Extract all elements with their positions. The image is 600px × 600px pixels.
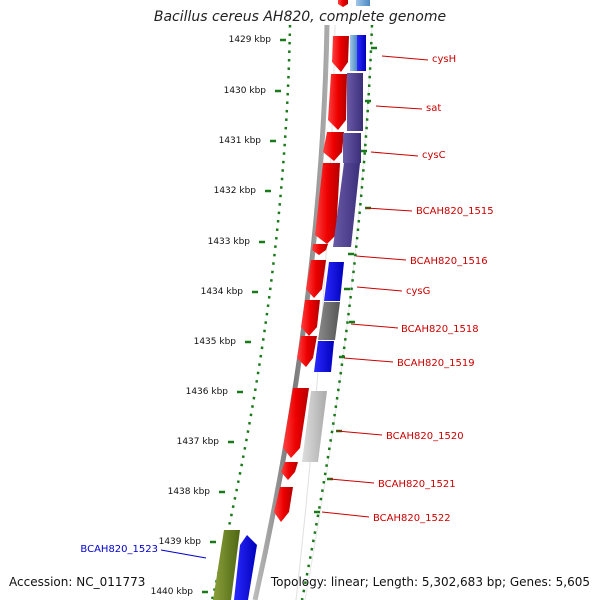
- gene-arrow-BCAH820_1516[interactable]: [312, 244, 328, 255]
- gene-arrow-BCAH820_1519[interactable]: [297, 336, 317, 367]
- gene-label-cysG[interactable]: cysG: [406, 286, 430, 297]
- gene-arrow-cysC[interactable]: [323, 132, 344, 161]
- gene-label-BCAH820_1520[interactable]: BCAH820_1520: [386, 431, 464, 442]
- gene-label-cysC[interactable]: cysC: [422, 150, 446, 161]
- ruler-label: 1438 kbp: [168, 487, 211, 497]
- ruler-label: 1430 kbp: [224, 86, 267, 96]
- ruler-line-right: [300, 24, 374, 600]
- gene-label-BCAH820_1515[interactable]: BCAH820_1515: [416, 206, 494, 217]
- ruler-label: 1432 kbp: [214, 186, 257, 196]
- gene-arrow-cysG[interactable]: [306, 260, 326, 298]
- gene-leader-line: [343, 357, 394, 363]
- gene-arrow-BCAH820_1515[interactable]: [315, 163, 340, 244]
- ruler-label: 1440 kbp: [151, 587, 194, 597]
- gene-label-BCAH820_1518[interactable]: BCAH820_1518: [401, 324, 479, 335]
- gene-annot-cysC[interactable]: [343, 133, 361, 163]
- gene-leader-line: [160, 549, 207, 559]
- gene-leader-line: [350, 323, 399, 329]
- gene-annot-BCAH820_1518[interactable]: [318, 302, 340, 340]
- ruler-label: 1439 kbp: [159, 537, 202, 547]
- gene-annot-BCAH820_1515[interactable]: [333, 163, 360, 247]
- gene-leader-line: [381, 55, 429, 61]
- gene-label-cysH[interactable]: cysH: [432, 54, 456, 65]
- ruler-label: 1429 kbp: [229, 35, 272, 45]
- genome-title: Bacillus cereus AH820, complete genome: [153, 9, 447, 25]
- gene-leader-line: [321, 511, 370, 518]
- ruler-label: 1433 kbp: [208, 237, 251, 247]
- ruler-label: 1436 kbp: [186, 387, 229, 397]
- gene-arrow-BCAH820_1523[interactable]: [213, 530, 240, 600]
- gene-partial-top-red[interactable]: [338, 0, 348, 7]
- gene-annot-cysG[interactable]: [324, 262, 344, 301]
- ruler-label: 1431 kbp: [219, 136, 262, 146]
- gene-leader-line: [336, 430, 383, 436]
- gene-leader-line: [355, 255, 407, 261]
- ruler-label: 1437 kbp: [177, 437, 220, 447]
- ruler-label: 1435 kbp: [194, 337, 237, 347]
- gene-partial-top-sky[interactable]: [356, 0, 370, 6]
- gene-annot-cysH-b[interactable]: [357, 35, 366, 71]
- gene-leader-line: [329, 478, 375, 484]
- gene-leader-line: [365, 207, 413, 212]
- gene-leader-line: [356, 286, 403, 292]
- gene-arrow-cysH[interactable]: [332, 36, 349, 72]
- gene-annot-BCAH820_1523[interactable]: [234, 535, 257, 600]
- gene-arrow-sat[interactable]: [328, 74, 347, 130]
- gene-label-BCAH820_1522[interactable]: BCAH820_1522: [373, 513, 451, 524]
- gene-annot-BCAH820_1520[interactable]: [302, 391, 327, 462]
- gene-annot-sat[interactable]: [347, 73, 363, 131]
- gene-label-sat[interactable]: sat: [426, 103, 441, 114]
- gene-arrow-BCAH820_1520[interactable]: [283, 388, 309, 458]
- gene-label-BCAH820_1521[interactable]: BCAH820_1521: [378, 479, 456, 490]
- gene-arrow-BCAH820_1522[interactable]: [274, 487, 293, 522]
- ruler-label: 1434 kbp: [201, 287, 244, 297]
- gene-label-BCAH820_1523[interactable]: BCAH820_1523: [80, 544, 158, 555]
- gene-annot-cysH-a[interactable]: [350, 35, 357, 71]
- gene-annot-BCAH820_1519[interactable]: [314, 341, 334, 372]
- gene-leader-line: [370, 151, 419, 157]
- gene-arrow-BCAH820_1518[interactable]: [301, 300, 320, 336]
- ruler: 1429 kbp 1430 kbp 1431 kbp 1432 kbp 1433 kbp…: [151, 35, 377, 597]
- gene-leader-line: [375, 105, 423, 110]
- gene-arrow-BCAH820_1521[interactable]: [281, 462, 298, 480]
- gene-label-BCAH820_1519[interactable]: BCAH820_1519: [397, 358, 475, 369]
- accession-label: Accession: NC_011773: [9, 575, 146, 589]
- gene-labels: cysH sat cysC BCAH820_1515 BCAH820_1516 cysG B…: [80, 54, 494, 559]
- genome-summary: Topology: linear; Length: 5,302,683 bp; …: [270, 575, 590, 589]
- gene-label-BCAH820_1516[interactable]: BCAH820_1516: [410, 256, 488, 267]
- ruler-line-left: [210, 24, 292, 600]
